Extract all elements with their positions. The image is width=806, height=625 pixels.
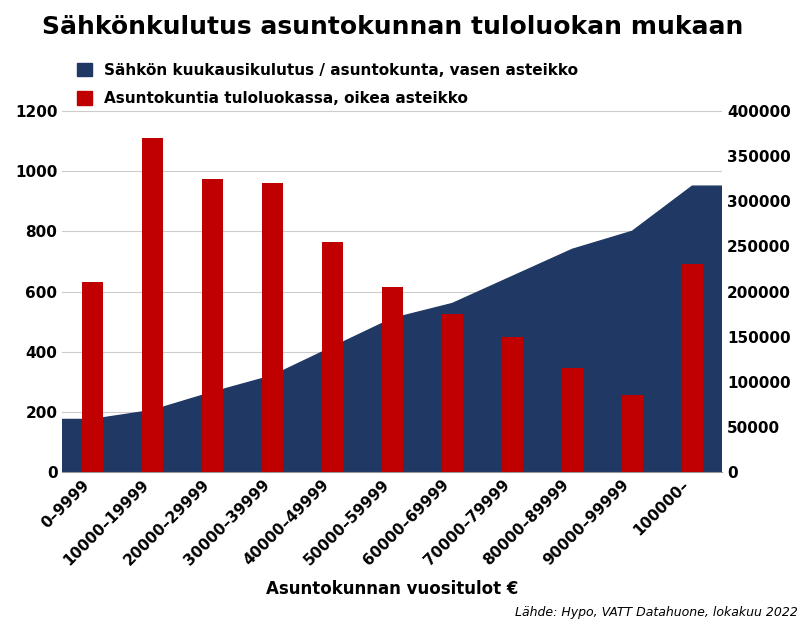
- Text: Lähde: Hypo, VATT Datahuone, lokakuu 2022: Lähde: Hypo, VATT Datahuone, lokakuu 202…: [515, 606, 798, 619]
- Bar: [442, 314, 463, 472]
- Bar: [262, 183, 283, 472]
- Bar: [621, 396, 642, 472]
- Bar: [142, 138, 163, 472]
- Bar: [682, 264, 703, 472]
- Legend: Sähkön kuukausikulutus / asuntokunta, vasen asteikko, Asuntokuntia tuloluokassa,: Sähkön kuukausikulutus / asuntokunta, va…: [77, 62, 578, 106]
- Bar: [202, 179, 222, 472]
- Bar: [562, 368, 583, 472]
- Bar: [382, 287, 403, 472]
- Polygon shape: [62, 186, 722, 472]
- X-axis label: Asuntokunnan vuositulot €: Asuntokunnan vuositulot €: [266, 579, 518, 598]
- Bar: [322, 242, 343, 472]
- Bar: [82, 282, 103, 472]
- Title: Sähkönkulutus asuntokunnan tuloluokan mukaan: Sähkönkulutus asuntokunnan tuloluokan mu…: [42, 15, 743, 39]
- Bar: [502, 337, 523, 472]
